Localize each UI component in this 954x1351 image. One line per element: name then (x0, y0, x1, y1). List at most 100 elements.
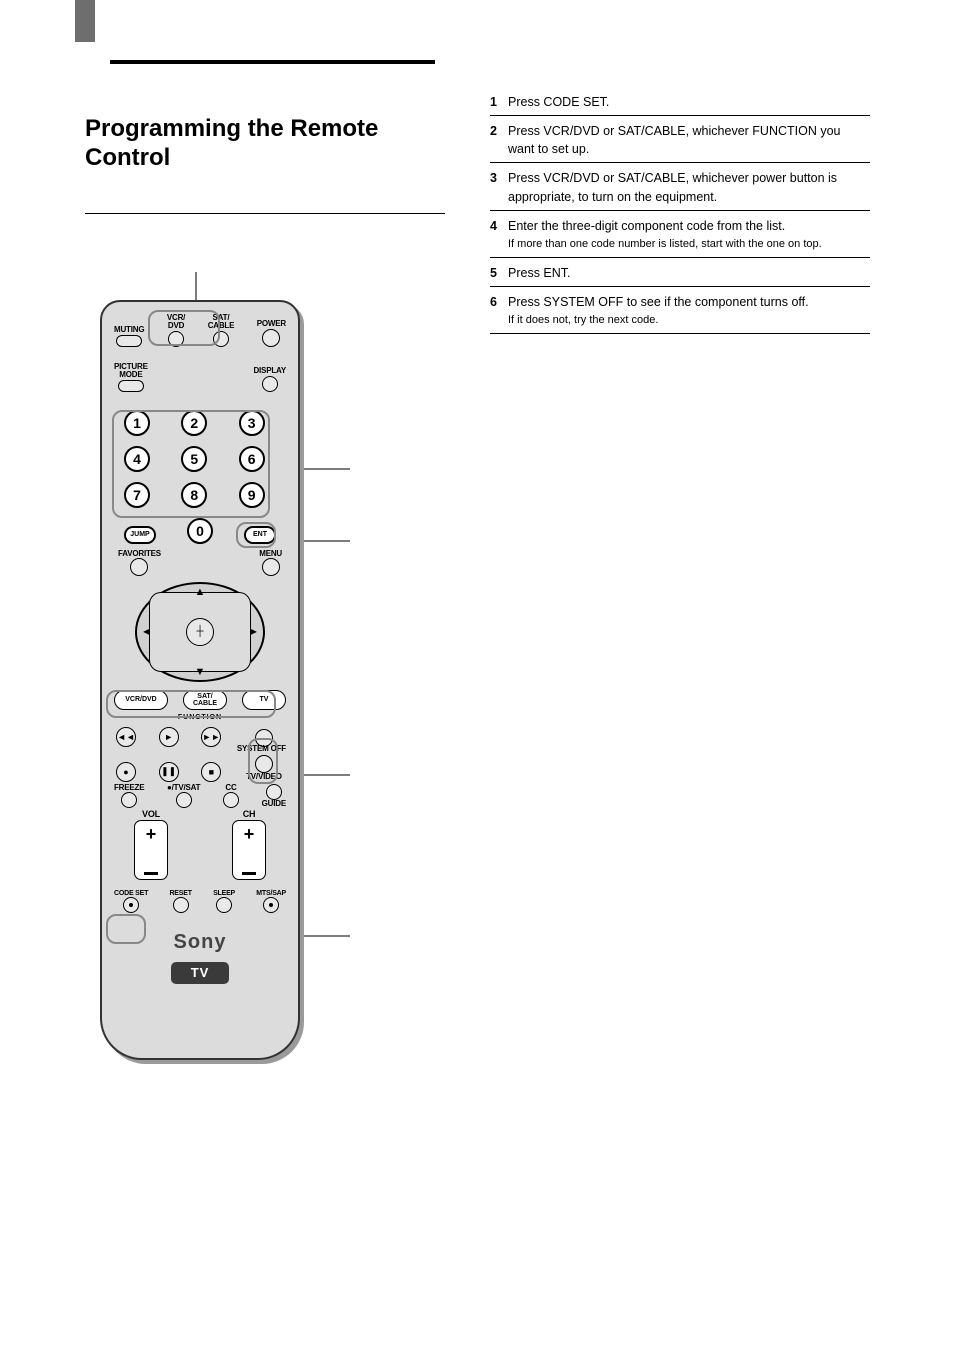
rec-tv-sat-button[interactable]: ●/TV/SAT (167, 784, 200, 808)
ffwd-button[interactable]: ►► (201, 727, 221, 747)
tv-video-button[interactable]: TV/VIDEO (244, 755, 284, 781)
top-rule (110, 60, 435, 64)
ent-button[interactable]: ENT (244, 526, 276, 544)
freeze-button[interactable]: FREEZE (114, 784, 144, 808)
circle-icon (130, 558, 148, 576)
rec-tv-sat-label: ●/TV/SAT (167, 784, 200, 792)
arrow-down-icon: ▼ (195, 666, 206, 678)
cc-button[interactable]: CC (223, 784, 239, 808)
num-8-button[interactable]: 8 (181, 482, 207, 508)
mts-sap-button[interactable]: MTS/SAP (256, 890, 286, 913)
circle-icon (121, 792, 137, 808)
page-tab (75, 0, 95, 42)
rewind-button[interactable]: ◄◄ (116, 727, 136, 747)
plus-icon: + (244, 825, 255, 843)
remote-row-power: MUTING VCR/ DVD SAT/ CABLE POWER (112, 314, 288, 347)
num-6-button[interactable]: 6 (239, 446, 265, 472)
minus-icon (144, 872, 158, 875)
num-0-button[interactable]: 0 (187, 518, 213, 544)
num-9-button[interactable]: 9 (239, 482, 265, 508)
step-number: 4 (490, 217, 508, 253)
dpad-center-button[interactable]: ┼ (186, 618, 214, 646)
num-5-button[interactable]: 5 (181, 446, 207, 472)
step-number: 2 (490, 122, 508, 158)
num-1-button[interactable]: 1 (124, 410, 150, 436)
function-sat-cable-button[interactable]: SAT/ CABLE (183, 690, 227, 710)
bottom-row: CODE SET RESET SLEEP MTS/SAP (114, 890, 286, 913)
muting-button[interactable]: MUTING (114, 326, 144, 346)
step-6: 6 Press SYSTEM OFF to see if the compone… (490, 293, 870, 334)
remote-body: MUTING VCR/ DVD SAT/ CABLE POWER PICTURE… (100, 300, 300, 1060)
dot-icon (129, 903, 133, 907)
arrow-right-icon: ► (248, 626, 259, 638)
circle-icon (223, 792, 239, 808)
step-text: Press ENT. (508, 264, 870, 282)
function-row: VCR/DVD SAT/ CABLE TV (114, 690, 286, 710)
num-7-button[interactable]: 7 (124, 482, 150, 508)
pill-icon (116, 335, 142, 347)
code-set-button[interactable]: CODE SET (114, 890, 148, 913)
number-keypad: 1 2 3 4 5 6 7 8 9 JUMP 0 ENT (112, 404, 288, 544)
cc-label: CC (225, 784, 236, 792)
heading-rule (85, 213, 445, 214)
aux-row: FREEZE ●/TV/SAT CC GUIDE (112, 784, 288, 808)
stop-button[interactable]: ■ (201, 762, 221, 782)
mts-sap-label: MTS/SAP (256, 890, 286, 897)
circle-icon (173, 897, 189, 913)
circle-icon (266, 784, 282, 800)
circle-icon (255, 755, 273, 773)
sleep-button[interactable]: SLEEP (213, 890, 235, 913)
muting-label: MUTING (114, 326, 144, 334)
step-main: Enter the three-digit component code fro… (508, 219, 785, 233)
sat-cable-label: SAT/ CABLE (208, 314, 235, 331)
function-vcr-dvd-button[interactable]: VCR/DVD (114, 690, 168, 710)
guide-button[interactable]: GUIDE (262, 784, 286, 808)
circle-icon (123, 897, 139, 913)
sat-cable-power-button[interactable]: SAT/ CABLE (208, 314, 235, 347)
remote-diagram: MUTING VCR/ DVD SAT/ CABLE POWER PICTURE… (100, 300, 320, 1060)
step-text: Press SYSTEM OFF to see if the component… (508, 293, 870, 329)
brand-label: Sony (112, 931, 288, 954)
arrow-up-icon: ▲ (195, 586, 206, 598)
circle-icon (216, 897, 232, 913)
picture-mode-label: PICTURE MODE (114, 363, 148, 380)
num-4-button[interactable]: 4 (124, 446, 150, 472)
tv-badge: TV (171, 962, 229, 984)
reset-label: RESET (169, 890, 191, 897)
step-main: Press SYSTEM OFF to see if the component… (508, 295, 809, 309)
num-2-button[interactable]: 2 (181, 410, 207, 436)
pill-icon (118, 380, 144, 392)
ch-rocker[interactable]: CH + (232, 810, 266, 879)
step-2: 2 Press VCR/DVD or SAT/CABLE, whichever … (490, 122, 870, 163)
dot-icon (269, 903, 273, 907)
system-off-label: SYSTEM OFF (112, 745, 288, 753)
circle-icon (263, 897, 279, 913)
favorites-button[interactable]: FAVORITES (118, 550, 161, 576)
plus-icon: + (146, 825, 157, 843)
jump-button[interactable]: JUMP (124, 526, 156, 544)
step-number: 5 (490, 264, 508, 282)
display-label: DISPLAY (253, 367, 286, 375)
vcr-dvd-power-button[interactable]: VCR/ DVD (167, 314, 185, 347)
display-button[interactable]: DISPLAY (253, 367, 286, 391)
vol-rocker[interactable]: VOL + (134, 810, 168, 879)
record-button[interactable]: ● (116, 762, 136, 782)
step-text: Enter the three-digit component code fro… (508, 217, 870, 253)
circle-icon (262, 329, 280, 347)
power-button[interactable]: POWER (257, 320, 286, 346)
transport-row-2: ● ❚❚ ■ TV/VIDEO (112, 755, 288, 781)
num-3-button[interactable]: 3 (239, 410, 265, 436)
vol-ch-row: VOL + CH + (112, 810, 288, 879)
step-4: 4 Enter the three-digit component code f… (490, 217, 870, 258)
function-tv-button[interactable]: TV (242, 690, 286, 710)
reset-button[interactable]: RESET (169, 890, 191, 913)
guide-label: GUIDE (262, 800, 286, 808)
menu-button[interactable]: MENU (259, 550, 282, 576)
play-button[interactable]: ► (159, 727, 179, 747)
picture-mode-button[interactable]: PICTURE MODE (114, 363, 148, 392)
pause-button[interactable]: ❚❚ (159, 762, 179, 782)
step-text: Press VCR/DVD or SAT/CABLE, whichever po… (508, 169, 870, 205)
circle-icon (176, 792, 192, 808)
step-subtext: If more than one code number is listed, … (508, 237, 870, 253)
dpad[interactable]: ▲ ▼ ◄ ► ┼ (135, 582, 265, 682)
